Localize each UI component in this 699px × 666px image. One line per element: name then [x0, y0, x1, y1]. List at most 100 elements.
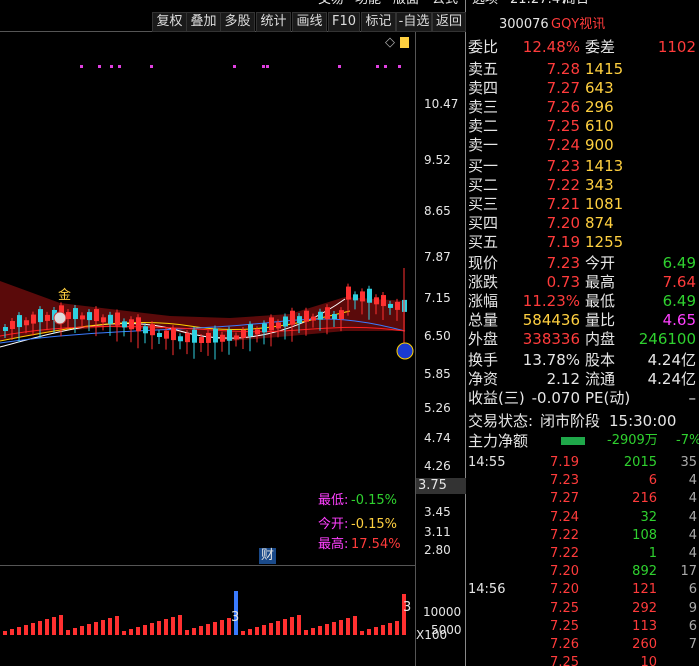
label: 换手 — [468, 351, 499, 369]
menu-item: 选项 — [472, 0, 498, 8]
decor — [206, 332, 211, 343]
label: 最低: — [318, 493, 349, 508]
decor — [220, 620, 224, 635]
decor — [213, 328, 218, 343]
decor — [94, 309, 99, 322]
label: 1081 — [585, 195, 624, 213]
label: 15:30:00 — [609, 412, 677, 430]
price-axis-label: 3.11 — [424, 525, 451, 539]
label: 最高 — [585, 273, 616, 291]
decor — [38, 621, 42, 635]
label: 4.24亿 — [647, 370, 696, 388]
decor — [164, 619, 168, 635]
label: 10 — [640, 655, 657, 666]
decor — [38, 309, 43, 323]
label: 11.23% — [522, 292, 580, 310]
toolbar-button[interactable]: 统计 — [256, 12, 291, 32]
label: 1415 — [585, 60, 624, 78]
decor — [360, 291, 365, 302]
label: 今开 — [585, 254, 616, 272]
decor — [80, 65, 83, 68]
decor — [374, 297, 379, 305]
decor — [157, 333, 162, 338]
label: 874 — [585, 214, 614, 232]
decor — [122, 631, 126, 635]
finance-badge: 财 — [259, 548, 277, 564]
icon — [400, 37, 409, 48]
label: 7.24 — [550, 509, 579, 525]
decor — [87, 312, 92, 321]
label: 涨幅 — [468, 292, 499, 310]
label: 7.19 — [546, 233, 580, 251]
decor — [248, 324, 253, 337]
toolbar-button[interactable]: 标记 — [361, 12, 396, 32]
toolbar-button[interactable]: 叠加 — [186, 12, 221, 32]
label: -7% — [676, 433, 699, 448]
label: 最低 — [585, 292, 616, 310]
menu-item: 版面 — [393, 0, 419, 8]
decor — [66, 312, 71, 320]
decor — [115, 312, 120, 326]
label: 13.78% — [522, 351, 580, 369]
decor — [164, 330, 169, 339]
label: 股本 — [585, 351, 616, 369]
decor — [398, 65, 401, 68]
decor — [283, 316, 288, 327]
price-axis-label: 4.26 — [424, 459, 451, 473]
label: 流通 — [585, 370, 616, 388]
decor — [178, 336, 183, 342]
decor — [136, 627, 140, 635]
label: 900 — [585, 136, 614, 154]
label: 7.23 — [550, 473, 579, 489]
label: 现价 — [468, 254, 499, 272]
decor — [339, 310, 344, 320]
decor — [304, 310, 309, 322]
label: 6 — [648, 473, 657, 489]
decor — [339, 620, 343, 635]
label: 7.22 — [550, 546, 579, 561]
price-axis-label: 10.47 — [424, 97, 459, 111]
decor — [199, 336, 204, 343]
toolbar-button[interactable]: 画线 — [292, 12, 327, 32]
decor — [80, 315, 85, 320]
label: 9 — [688, 600, 697, 616]
label: 17.54% — [351, 537, 401, 552]
label: 7.23 — [546, 254, 580, 272]
price-axis-label: 4.74 — [424, 431, 451, 445]
decor — [381, 625, 385, 635]
label: 7.20 — [546, 214, 580, 232]
label: 260 — [632, 637, 657, 652]
label: 总量 — [468, 311, 499, 329]
decor — [192, 628, 196, 635]
label: 4 — [688, 491, 697, 507]
label: 7.22 — [550, 527, 579, 543]
toolbar-button[interactable]: -自选 — [396, 12, 432, 32]
decor — [367, 629, 371, 635]
menu-item: 周日 — [563, 0, 589, 8]
menu-item: 公式 — [432, 0, 458, 8]
price-axis-label: 7.87 — [424, 250, 451, 264]
label: 343 — [585, 176, 614, 194]
decor — [115, 616, 119, 635]
toolbar-button[interactable]: F10 — [328, 12, 360, 32]
decor — [255, 329, 260, 335]
label: 4.24亿 — [647, 351, 696, 369]
decor — [304, 630, 308, 635]
label: 643 — [585, 79, 614, 97]
label: 4 — [688, 546, 697, 561]
decor — [101, 317, 106, 323]
price-tag: 3.75 — [416, 478, 466, 494]
label: 7.25 — [550, 600, 579, 616]
kline-chart — [0, 65, 414, 635]
label: 216 — [632, 491, 657, 507]
toolbar-button[interactable]: 返回 — [432, 12, 466, 32]
decor — [45, 619, 49, 635]
label: 收益(三) — [468, 389, 525, 407]
toolbar-button[interactable]: 复权 — [152, 12, 187, 32]
label: 7.19 — [550, 455, 579, 470]
toolbar-button[interactable]: 多股 — [220, 12, 255, 32]
stock-code: 300076 — [499, 17, 549, 32]
decor — [233, 65, 236, 68]
decor — [94, 622, 98, 635]
decor — [108, 314, 113, 324]
